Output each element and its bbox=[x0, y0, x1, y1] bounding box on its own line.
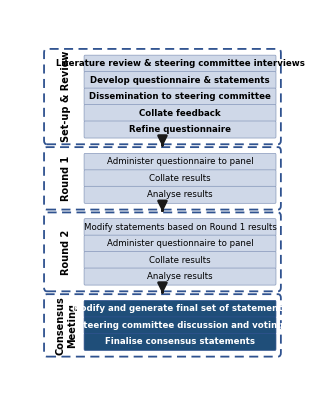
FancyBboxPatch shape bbox=[44, 294, 281, 357]
Text: Collate results: Collate results bbox=[149, 256, 211, 265]
FancyBboxPatch shape bbox=[84, 333, 276, 350]
FancyBboxPatch shape bbox=[84, 235, 276, 252]
Text: Modify statements based on Round 1 results: Modify statements based on Round 1 resul… bbox=[84, 223, 276, 232]
FancyBboxPatch shape bbox=[84, 121, 276, 138]
FancyBboxPatch shape bbox=[84, 252, 276, 269]
Text: Round 1: Round 1 bbox=[61, 156, 71, 201]
FancyBboxPatch shape bbox=[84, 88, 276, 105]
FancyBboxPatch shape bbox=[84, 300, 276, 318]
Text: Set-up & Review: Set-up & Review bbox=[61, 51, 71, 142]
FancyBboxPatch shape bbox=[84, 317, 276, 334]
Text: Round 2: Round 2 bbox=[61, 229, 71, 274]
FancyBboxPatch shape bbox=[44, 147, 281, 210]
FancyBboxPatch shape bbox=[84, 72, 276, 89]
Text: Consensus
Meeting: Consensus Meeting bbox=[55, 296, 77, 355]
Text: Collate feedback: Collate feedback bbox=[139, 108, 221, 118]
FancyBboxPatch shape bbox=[84, 219, 276, 236]
FancyBboxPatch shape bbox=[84, 170, 276, 187]
Text: Dissemination to steering committee: Dissemination to steering committee bbox=[89, 92, 271, 101]
FancyBboxPatch shape bbox=[44, 49, 281, 144]
FancyBboxPatch shape bbox=[84, 268, 276, 285]
Text: Literature review & steering committee interviews: Literature review & steering committee i… bbox=[55, 59, 304, 68]
Text: Finalise consensus statements: Finalise consensus statements bbox=[105, 337, 255, 346]
FancyBboxPatch shape bbox=[44, 212, 281, 291]
Text: Analyse results: Analyse results bbox=[147, 190, 213, 199]
Text: Administer questionnaire to panel: Administer questionnaire to panel bbox=[107, 157, 253, 166]
Text: Administer questionnaire to panel: Administer questionnaire to panel bbox=[107, 239, 253, 248]
Text: Refine questionnaire: Refine questionnaire bbox=[129, 125, 231, 134]
FancyBboxPatch shape bbox=[84, 186, 276, 203]
Text: Develop questionnaire & statements: Develop questionnaire & statements bbox=[90, 76, 270, 85]
Text: Analyse results: Analyse results bbox=[147, 272, 213, 281]
FancyBboxPatch shape bbox=[84, 153, 276, 170]
Text: Modify and generate final set of statements: Modify and generate final set of stateme… bbox=[72, 304, 288, 314]
FancyBboxPatch shape bbox=[84, 104, 276, 122]
Text: Steering committee discussion and voting: Steering committee discussion and voting bbox=[77, 321, 283, 330]
FancyBboxPatch shape bbox=[84, 55, 276, 72]
Text: Collate results: Collate results bbox=[149, 174, 211, 183]
